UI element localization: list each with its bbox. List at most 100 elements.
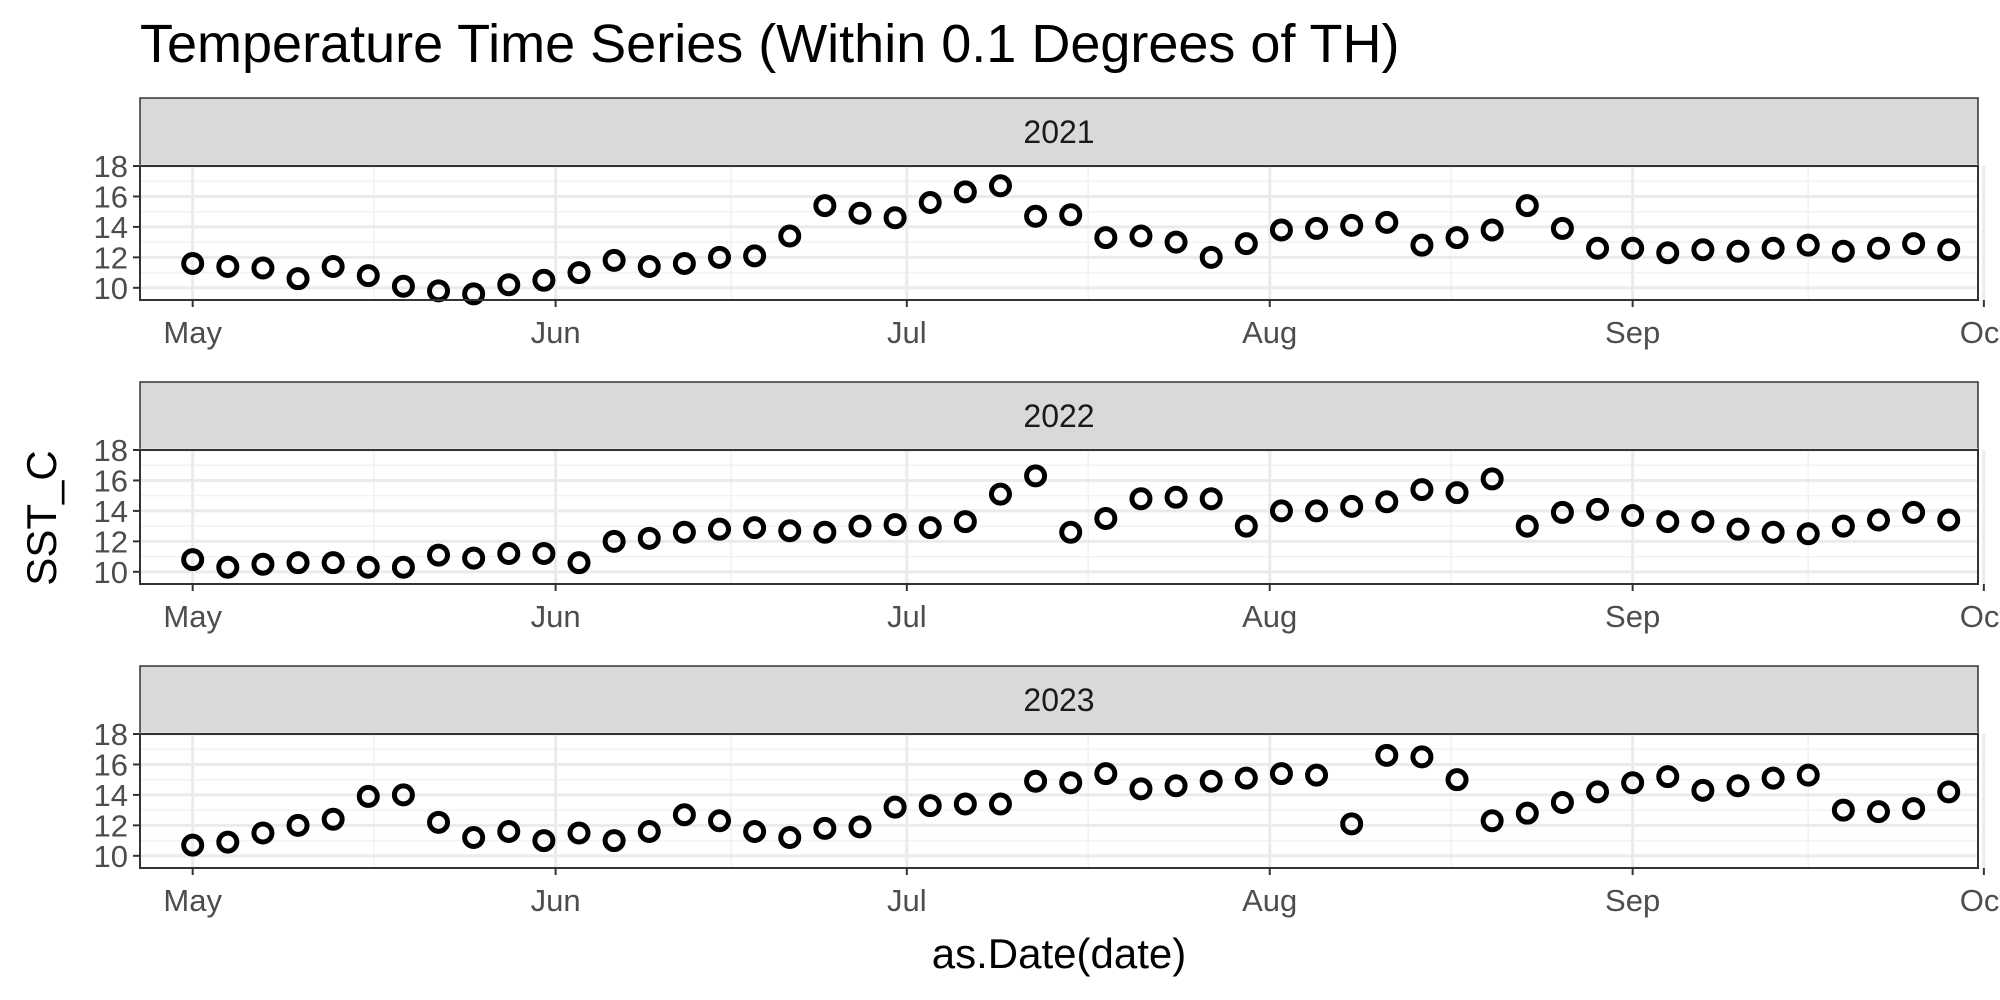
data-point (1515, 801, 1539, 825)
data-point (1761, 236, 1785, 260)
data-point (1515, 194, 1539, 218)
data-point (672, 520, 696, 544)
data-point (848, 201, 872, 225)
data-point (1866, 508, 1890, 532)
data-points (181, 174, 1961, 306)
data-point (1691, 238, 1715, 262)
data-point (743, 244, 767, 268)
data-point (953, 792, 977, 816)
data-point (1902, 500, 1926, 524)
data-point (1164, 230, 1188, 254)
data-point (251, 821, 275, 845)
data-point (532, 542, 556, 566)
data-point (321, 807, 345, 831)
data-point (848, 815, 872, 839)
facet-strip (139, 381, 1979, 451)
x-tick-label: Aug (1242, 599, 1297, 634)
y-tick-label: 12 (94, 808, 128, 843)
data-point (988, 482, 1012, 506)
data-point (286, 267, 310, 291)
data-point (462, 282, 486, 306)
data-point (1129, 777, 1153, 801)
data-point (637, 819, 661, 843)
data-point (953, 510, 977, 534)
data-point (953, 180, 977, 204)
data-point (1164, 485, 1188, 509)
data-point (1375, 210, 1399, 234)
data-point (567, 551, 591, 575)
data-point (1831, 514, 1855, 538)
facet-strip (139, 97, 1979, 167)
data-point (778, 826, 802, 850)
x-tick-label: Jun (531, 883, 581, 918)
panel-background (140, 450, 1978, 584)
y-tick-label: 18 (94, 717, 128, 752)
facet-label: 2021 (1023, 114, 1094, 150)
data-point (1796, 763, 1820, 787)
data-points (181, 464, 1961, 579)
data-point (567, 261, 591, 285)
data-point (286, 813, 310, 837)
data-point (1094, 762, 1118, 786)
data-point (1234, 514, 1258, 538)
data-point (1586, 236, 1610, 260)
data-point (778, 519, 802, 543)
data-point (1269, 762, 1293, 786)
data-points (181, 743, 1961, 857)
x-tick-label: Oct (1960, 883, 2000, 918)
data-point (778, 224, 802, 248)
data-point (497, 273, 521, 297)
data-point (1445, 481, 1469, 505)
data-point (1129, 224, 1153, 248)
x-tick-label: Jul (887, 599, 927, 634)
data-point (1726, 774, 1750, 798)
data-point (532, 268, 556, 292)
y-tick-label: 12 (94, 240, 128, 275)
data-point (1866, 236, 1890, 260)
data-point (1234, 232, 1258, 256)
x-tick-label: Oct (1960, 599, 2000, 634)
y-tick-label: 14 (94, 778, 128, 813)
data-point (1199, 769, 1223, 793)
data-point (462, 826, 486, 850)
panel-background (140, 734, 1978, 868)
data-point (1480, 218, 1504, 242)
data-point (1024, 769, 1048, 793)
data-point (1761, 520, 1785, 544)
y-tick-label: 16 (94, 179, 128, 214)
x-tick-label: Sep (1605, 883, 1660, 918)
data-point (1831, 239, 1855, 263)
data-point (216, 255, 240, 278)
data-point (918, 794, 942, 818)
data-point (707, 517, 731, 541)
data-point (1024, 464, 1048, 488)
data-point (1305, 499, 1329, 523)
data-point (883, 513, 907, 537)
data-point (216, 555, 240, 579)
data-point (813, 194, 837, 218)
data-point (1059, 203, 1083, 227)
data-point (848, 514, 872, 538)
panel-background (140, 166, 1978, 300)
x-tick-label: May (163, 599, 222, 634)
data-point (672, 803, 696, 827)
y-tick-label: 18 (94, 433, 128, 468)
data-point (1656, 765, 1680, 789)
data-point (602, 248, 626, 272)
data-point (1621, 771, 1645, 795)
x-tick-label: May (163, 883, 222, 918)
data-point (1059, 520, 1083, 544)
data-point (1410, 233, 1434, 257)
data-point (1129, 487, 1153, 511)
data-point (216, 830, 240, 854)
data-point (988, 792, 1012, 816)
data-point (1410, 745, 1434, 769)
data-point (1375, 490, 1399, 514)
y-axis-title: SST_C (18, 450, 65, 585)
data-point (1305, 216, 1329, 240)
data-point (1515, 514, 1539, 538)
y-tick-label: 16 (94, 747, 128, 782)
data-point (813, 520, 837, 544)
data-point (1726, 517, 1750, 541)
